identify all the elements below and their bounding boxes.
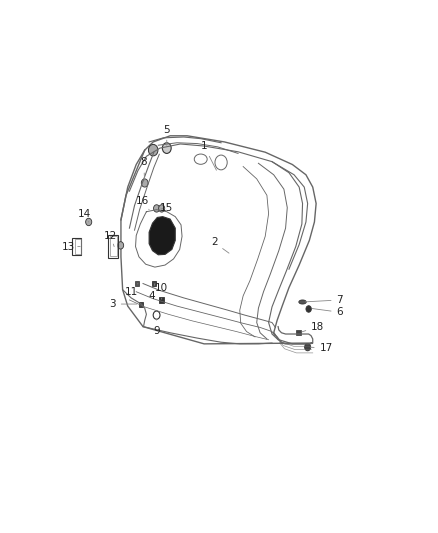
FancyBboxPatch shape xyxy=(135,281,139,286)
Text: 11: 11 xyxy=(124,284,138,297)
Text: 14: 14 xyxy=(78,209,91,222)
Text: 7: 7 xyxy=(305,295,343,305)
Circle shape xyxy=(304,343,311,351)
Text: 15: 15 xyxy=(160,203,173,213)
FancyBboxPatch shape xyxy=(139,302,143,308)
Ellipse shape xyxy=(299,300,306,304)
Polygon shape xyxy=(149,216,175,255)
Text: 3: 3 xyxy=(109,299,137,309)
Circle shape xyxy=(162,143,171,154)
Circle shape xyxy=(306,306,311,312)
Text: 4: 4 xyxy=(148,284,155,301)
Circle shape xyxy=(86,219,92,225)
Text: 5: 5 xyxy=(163,125,170,146)
FancyBboxPatch shape xyxy=(297,330,300,335)
Circle shape xyxy=(141,179,148,187)
Text: 8: 8 xyxy=(140,157,147,180)
FancyBboxPatch shape xyxy=(152,281,156,286)
Text: 6: 6 xyxy=(312,307,343,317)
Circle shape xyxy=(159,205,165,212)
Text: 9: 9 xyxy=(153,319,160,336)
FancyBboxPatch shape xyxy=(159,297,164,303)
Text: 17: 17 xyxy=(311,343,333,353)
Text: 12: 12 xyxy=(104,231,117,247)
Text: 16: 16 xyxy=(136,197,149,209)
Text: 2: 2 xyxy=(211,238,229,253)
Circle shape xyxy=(154,205,159,212)
Text: 1: 1 xyxy=(201,141,216,170)
Text: 10: 10 xyxy=(155,282,168,299)
Circle shape xyxy=(148,144,158,156)
Circle shape xyxy=(117,241,124,249)
Text: 13: 13 xyxy=(62,241,80,252)
Text: 18: 18 xyxy=(302,321,325,332)
